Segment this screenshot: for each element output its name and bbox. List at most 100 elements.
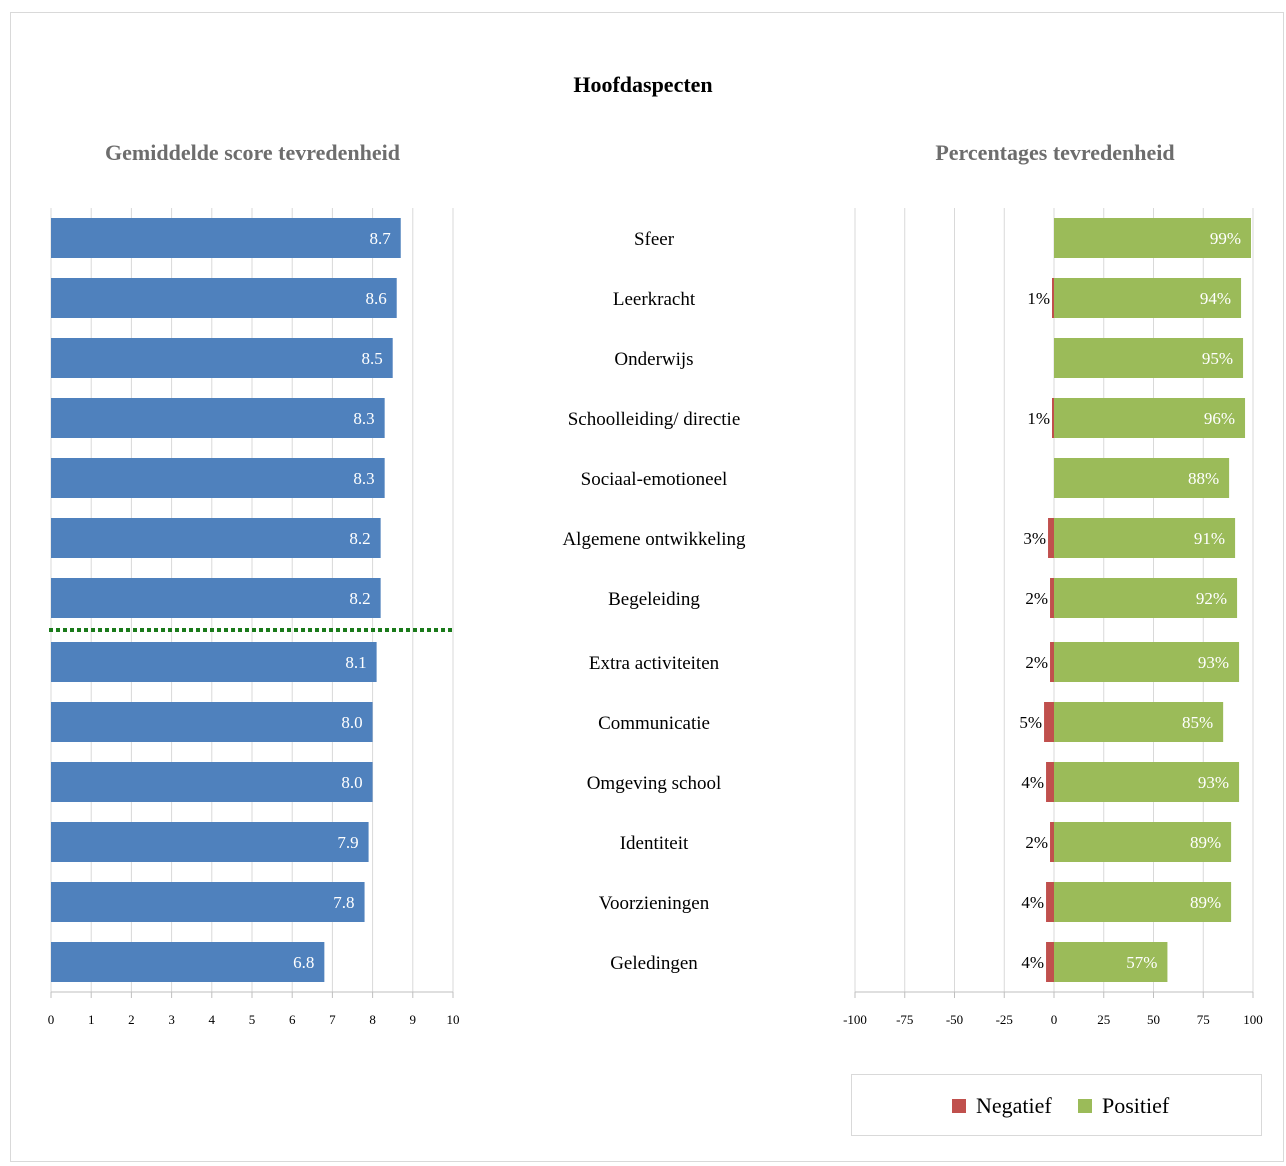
negative-value-label: 3% (1023, 529, 1046, 548)
positive-value-label: 91% (1194, 529, 1225, 548)
score-value-label: 8.3 (353, 469, 374, 488)
right-tick-label: 50 (1147, 1012, 1160, 1027)
negative-value-label: 1% (1027, 289, 1050, 308)
positive-bar (1054, 942, 1168, 982)
positive-bar (1054, 822, 1232, 862)
left-tick-label: 1 (88, 1012, 95, 1027)
negative-value-label: 4% (1021, 953, 1044, 972)
score-bar (51, 702, 373, 742)
positive-value-label: 89% (1190, 833, 1221, 852)
category-label: Schoolleiding/ directie (568, 409, 741, 430)
category-label: Onderwijs (614, 349, 693, 370)
right-chart-title: Percentages tevredenheid (935, 140, 1175, 165)
right-tick-label: -25 (996, 1012, 1013, 1027)
positive-value-label: 99% (1210, 229, 1241, 248)
right-tick-label: -50 (946, 1012, 963, 1027)
score-bar (51, 218, 401, 258)
positive-value-label: 93% (1198, 773, 1229, 792)
negative-bar (1048, 518, 1054, 558)
legend: Negatief Positief (851, 1074, 1262, 1136)
category-label: Sfeer (634, 229, 675, 250)
category-label: Omgeving school (587, 773, 722, 794)
negative-value-label: 1% (1027, 409, 1050, 428)
left-tick-label: 4 (209, 1012, 216, 1027)
score-value-label: 8.5 (361, 349, 382, 368)
score-bar (51, 642, 377, 682)
positive-bar (1054, 278, 1242, 318)
positive-value-label: 96% (1204, 409, 1235, 428)
left-tick-label: 0 (48, 1012, 55, 1027)
score-bar (51, 942, 325, 982)
positive-bar (1054, 642, 1240, 682)
score-bar (51, 278, 397, 318)
score-bar (51, 822, 369, 862)
score-value-label: 8.2 (349, 589, 370, 608)
positive-value-label: 94% (1200, 289, 1231, 308)
right-tick-label: -75 (896, 1012, 913, 1027)
positive-value-label: 88% (1188, 469, 1219, 488)
right-tick-label: 100 (1243, 1012, 1263, 1027)
positive-value-label: 89% (1190, 893, 1221, 912)
negative-bar (1050, 822, 1054, 862)
negative-value-label: 5% (1019, 713, 1042, 732)
score-value-label: 8.2 (349, 529, 370, 548)
positive-value-label: 57% (1126, 953, 1157, 972)
positive-value-label: 92% (1196, 589, 1227, 608)
category-label: Communicatie (598, 713, 710, 734)
negative-value-label: 4% (1021, 893, 1044, 912)
negative-bar (1046, 762, 1054, 802)
score-value-label: 8.7 (369, 229, 391, 248)
category-label: Leerkracht (613, 289, 696, 310)
category-label: Sociaal-emotioneel (581, 469, 728, 490)
left-chart-title: Gemiddelde score tevredenheid (105, 140, 400, 165)
score-bar (51, 458, 385, 498)
score-bar (51, 578, 381, 618)
score-value-label: 8.1 (345, 653, 366, 672)
left-tick-label: 2 (128, 1012, 135, 1027)
legend-swatch-negative (952, 1099, 966, 1113)
left-tick-label: 10 (447, 1012, 460, 1027)
score-value-label: 8.0 (341, 713, 362, 732)
positive-bar (1054, 578, 1238, 618)
negative-bar (1052, 278, 1054, 318)
legend-label-negative: Negatief (976, 1093, 1052, 1118)
negative-value-label: 4% (1021, 773, 1044, 792)
category-label: Begeleiding (608, 589, 700, 610)
chart-title: Hoofdaspecten (573, 72, 713, 97)
positive-bar (1054, 762, 1240, 802)
positive-value-label: 95% (1202, 349, 1233, 368)
left-tick-label: 7 (329, 1012, 336, 1027)
negative-bar (1046, 942, 1054, 982)
score-bar (51, 338, 393, 378)
positive-bar (1054, 218, 1252, 258)
positive-bar (1054, 398, 1246, 438)
category-label: Extra activiteiten (589, 653, 720, 674)
left-tick-label: 6 (289, 1012, 296, 1027)
legend-item-negative: Negatief (952, 1093, 1052, 1119)
legend-label-positive: Positief (1102, 1093, 1170, 1118)
negative-value-label: 2% (1025, 653, 1048, 672)
positive-value-label: 85% (1182, 713, 1213, 732)
score-value-label: 7.8 (333, 893, 354, 912)
positive-bar (1054, 702, 1224, 742)
positive-value-label: 93% (1198, 653, 1229, 672)
score-bar (51, 398, 385, 438)
right-tick-label: -100 (843, 1012, 867, 1027)
score-value-label: 8.3 (353, 409, 374, 428)
positive-bar (1054, 338, 1244, 378)
score-value-label: 7.9 (337, 833, 358, 852)
score-bar (51, 762, 373, 802)
positive-bar (1054, 458, 1230, 498)
score-value-label: 6.8 (293, 953, 314, 972)
negative-bar (1050, 642, 1054, 682)
left-tick-label: 8 (369, 1012, 376, 1027)
negative-value-label: 2% (1025, 589, 1048, 608)
right-tick-label: 25 (1097, 1012, 1110, 1027)
category-label: Identiteit (620, 833, 689, 854)
negative-bar (1046, 882, 1054, 922)
negative-bar (1044, 702, 1054, 742)
score-value-label: 8.6 (365, 289, 386, 308)
negative-bar (1052, 398, 1054, 438)
legend-swatch-positive (1078, 1099, 1092, 1113)
